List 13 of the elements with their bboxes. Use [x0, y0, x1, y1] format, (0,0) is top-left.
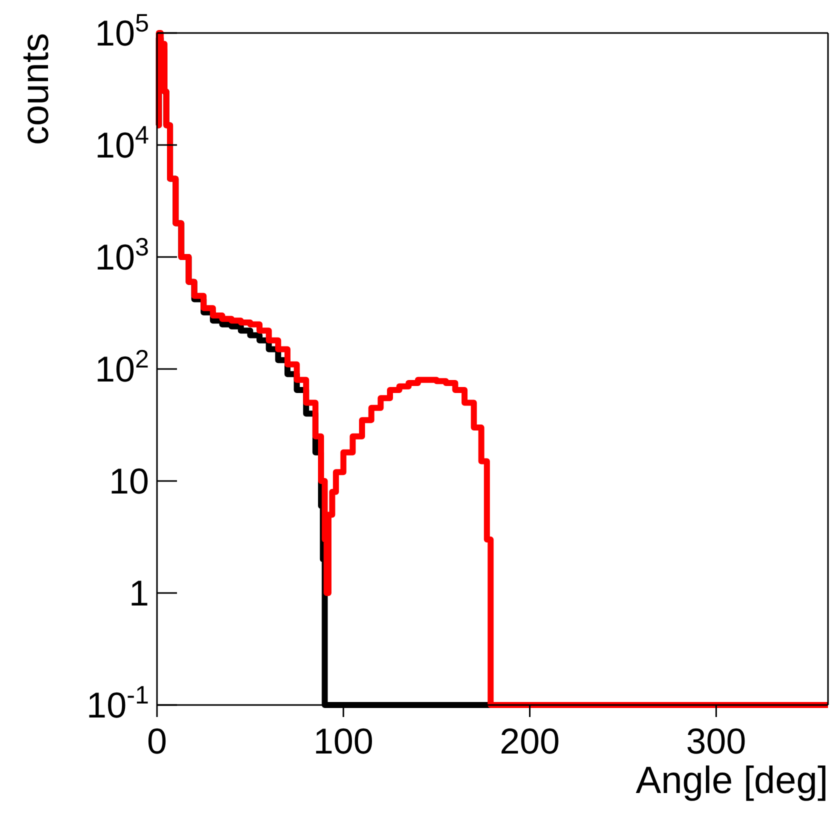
y-tick-label: 10	[108, 460, 149, 502]
y-tick-label: 10$^{2}$	[94, 346, 149, 390]
x-axis-title: Angle [deg]	[636, 760, 828, 802]
x-tick-label: 200	[500, 720, 560, 762]
y-tick-label: 10$^{4}$	[94, 122, 149, 166]
x-tick-label: 0	[146, 720, 168, 762]
y-tick-label: 10$^{-1}$	[86, 682, 149, 726]
y-tick-label: 10$^{3}$	[94, 234, 149, 278]
y-axis-title: counts	[15, 33, 57, 145]
y-tick-label: 10$^{5}$	[94, 10, 149, 54]
x-tick-label: 300	[686, 720, 746, 762]
y-tick-label: 1	[128, 572, 149, 614]
x-tick-label: 100	[313, 720, 374, 762]
